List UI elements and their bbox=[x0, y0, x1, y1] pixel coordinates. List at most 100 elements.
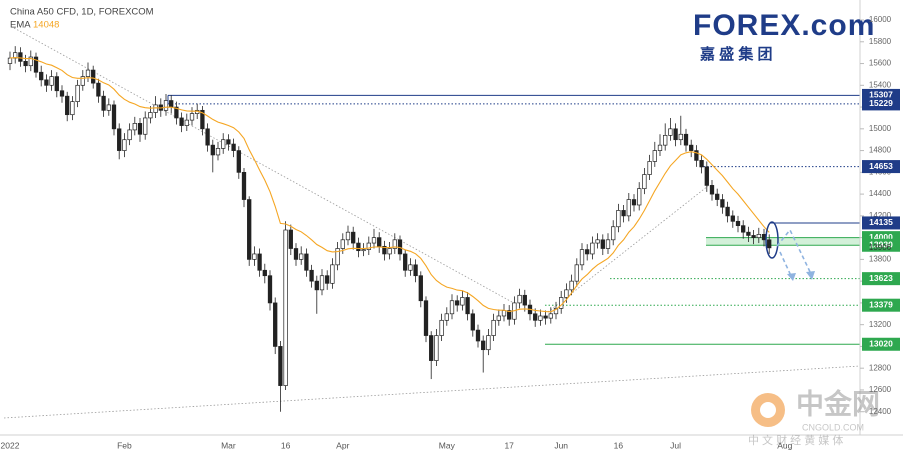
candle-body bbox=[543, 315, 548, 319]
candle-body bbox=[59, 90, 65, 97]
last-price-label: 13906 bbox=[869, 243, 892, 252]
y-tick-label: 14800 bbox=[869, 146, 892, 155]
x-tick-label: Jul bbox=[670, 440, 681, 450]
legend-ema-name: EMA bbox=[10, 20, 31, 31]
candle-body bbox=[319, 275, 325, 291]
watermark-icon bbox=[760, 402, 776, 418]
trend-line bbox=[3, 365, 861, 419]
candle-body bbox=[314, 280, 319, 291]
candle-body bbox=[626, 199, 631, 217]
legend-ema-value: 14048 bbox=[33, 20, 59, 31]
candle-body bbox=[403, 253, 408, 271]
watermark-site: CNGOLD.COM bbox=[802, 422, 864, 432]
trend-lines bbox=[3, 27, 861, 419]
projection bbox=[765, 221, 815, 281]
y-tick-label: 12800 bbox=[869, 363, 892, 372]
candle-body bbox=[387, 248, 392, 255]
candle-body bbox=[590, 242, 595, 255]
candle-body bbox=[231, 143, 236, 151]
price-label-box bbox=[862, 160, 900, 174]
candle-body bbox=[293, 248, 299, 260]
candle-body bbox=[501, 310, 507, 317]
candle-body bbox=[85, 69, 91, 77]
x-tick-label: Jun bbox=[554, 440, 568, 450]
y-tick-label: 16000 bbox=[869, 15, 892, 24]
candle-body bbox=[647, 161, 652, 175]
candle-body bbox=[694, 150, 699, 161]
candle-body bbox=[767, 239, 772, 249]
candle-body bbox=[117, 128, 122, 151]
x-tick-label: Aug bbox=[777, 440, 792, 450]
candle-body bbox=[449, 300, 455, 315]
candle-body bbox=[200, 109, 205, 130]
candle-body bbox=[7, 57, 13, 64]
price-label-box bbox=[862, 298, 900, 312]
candle-body bbox=[361, 249, 366, 252]
chart-title: China A50 CFD, 1D, FOREXCOM bbox=[10, 7, 154, 18]
x-tick-label: Mar bbox=[221, 440, 236, 450]
candle-body bbox=[137, 123, 143, 135]
candle-body bbox=[106, 104, 111, 111]
candle-body bbox=[496, 315, 501, 321]
price-label: 15229 bbox=[869, 98, 893, 108]
candle-body bbox=[226, 139, 231, 145]
candle-body bbox=[215, 148, 221, 156]
candle-body bbox=[730, 215, 735, 222]
price-label: 13623 bbox=[869, 273, 893, 283]
ema-layer bbox=[9, 57, 770, 313]
candle-body bbox=[522, 294, 527, 306]
candle-body bbox=[429, 335, 434, 361]
candle-body bbox=[574, 264, 579, 282]
y-tick-label: 12400 bbox=[869, 407, 892, 416]
candle-body bbox=[668, 128, 673, 136]
candle-body bbox=[725, 206, 730, 217]
x-tick-label: 17 bbox=[504, 440, 514, 450]
candle-body bbox=[23, 61, 28, 67]
candle-body bbox=[39, 71, 44, 81]
candle-body bbox=[174, 106, 179, 119]
candle-body bbox=[91, 69, 96, 84]
candle-body bbox=[247, 199, 252, 260]
price-label-box bbox=[862, 216, 900, 230]
candle-body bbox=[418, 275, 423, 302]
price-label: 13930 bbox=[869, 239, 893, 249]
y-tick-label: 12600 bbox=[869, 385, 892, 394]
logo-subtitle: 嘉 盛 集 团 bbox=[699, 45, 773, 63]
watermark-tagline: 中 文 财 经 黄 媒 体 bbox=[748, 433, 843, 447]
candle-body bbox=[564, 289, 569, 298]
candle-body bbox=[304, 253, 309, 271]
candle-body bbox=[553, 308, 559, 315]
candle-body bbox=[746, 231, 751, 236]
candle-body bbox=[44, 79, 49, 86]
candle-body bbox=[210, 144, 215, 156]
y-tick-label: 13800 bbox=[869, 254, 892, 263]
projection-arrow bbox=[779, 251, 793, 279]
candle-body bbox=[283, 229, 288, 386]
candle-body bbox=[221, 139, 226, 149]
candle-body bbox=[455, 300, 460, 306]
price-label: 13379 bbox=[869, 299, 893, 309]
candle-body bbox=[111, 104, 117, 130]
x-tick-label: 2022 bbox=[1, 440, 20, 450]
candle-body bbox=[715, 193, 720, 200]
candle-body bbox=[491, 319, 496, 336]
candle-body bbox=[709, 185, 715, 195]
candle-body bbox=[439, 319, 444, 336]
y-tick-label: 14400 bbox=[869, 189, 892, 198]
candle-body bbox=[299, 253, 304, 260]
y-tick-label: 15400 bbox=[869, 80, 892, 89]
watermark-name: 中金网 bbox=[796, 387, 880, 419]
logo-brand: FOREX.com bbox=[693, 9, 875, 42]
candle-body bbox=[356, 242, 361, 252]
candle-body bbox=[517, 294, 522, 304]
candle-body bbox=[340, 239, 345, 249]
price-label-box bbox=[862, 337, 900, 351]
x-tick-label: May bbox=[439, 440, 456, 450]
candle-body bbox=[465, 297, 470, 315]
candle-body bbox=[241, 171, 247, 200]
candle-body bbox=[600, 239, 605, 249]
candle-body bbox=[637, 188, 642, 206]
x-tick-label: Apr bbox=[336, 440, 349, 450]
candle-body bbox=[569, 280, 574, 291]
